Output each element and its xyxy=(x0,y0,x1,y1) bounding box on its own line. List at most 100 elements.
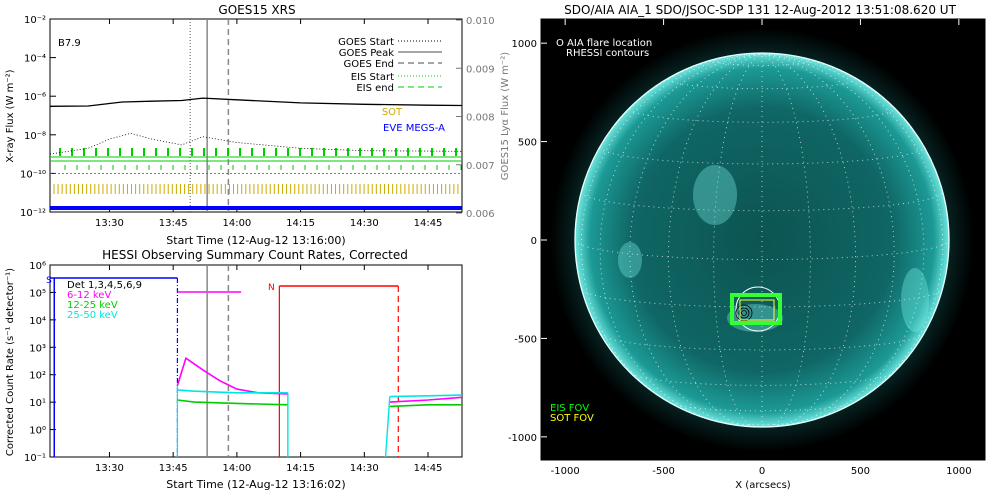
hessi-y-axis-label: Corrected Count Rate (s⁻¹ detector⁻¹) xyxy=(5,268,16,456)
goes-title: GOES15 XRS xyxy=(218,3,295,17)
hessi-6-12kev-line xyxy=(389,396,463,403)
aia-x-tick-label: 0 xyxy=(759,466,765,477)
goes-class-label: B7.9 xyxy=(58,38,81,49)
rhessi-contour xyxy=(738,307,750,319)
hessi-legend-label: Det 1,3,4,5,6,9 xyxy=(67,280,142,291)
hessi-x-tick-label: 13:30 xyxy=(95,463,124,474)
grid-parallel xyxy=(668,78,856,90)
goes-x-tick-label: 13:30 xyxy=(95,218,124,229)
aia-image-panel: SDO/AIA AIA_1 SDO/JSOC-SDP 131 12-Aug-20… xyxy=(508,3,986,491)
goes-data xyxy=(49,19,463,212)
goes-short-channel-line xyxy=(49,132,463,155)
hessi-legend-label: 12-25 keV xyxy=(67,300,118,311)
goes-y-right-tick-label: 0.007 xyxy=(466,161,495,172)
hessi-panel: HESSI Observing Summary Count Rates, Cor… xyxy=(5,248,463,491)
hessi-12-25kev-line xyxy=(177,399,288,406)
hessi-y-tick-label: 10¹ xyxy=(29,398,46,409)
hessi-legend-label: 6-12 keV xyxy=(67,290,111,301)
aia-axis-ticks: -1000 -500 0 500 1000 1000 500 0 -500 -1000 xyxy=(508,19,972,477)
hessi-6-12kev-line xyxy=(176,356,288,395)
solar-disk xyxy=(575,53,949,427)
aia-title: SDO/AIA AIA_1 SDO/JSOC-SDP 131 12-Aug-20… xyxy=(564,3,956,17)
goes-legend-label: GOES Start xyxy=(338,37,394,48)
goes-legend-label: EIS Start xyxy=(351,72,394,83)
hessi-x-tick-label: 14:00 xyxy=(222,463,251,474)
goes-x-tick-label: 14:30 xyxy=(350,218,379,229)
goes-xrs-panel: GOES15 XRS 13:30 13:45 14:00 14:15 14:30 14:4… xyxy=(5,3,511,247)
grid-parallel xyxy=(670,402,854,412)
hessi-x-tick-label: 13:45 xyxy=(159,463,188,474)
goes-legend-label: SOT xyxy=(382,107,403,118)
rhessi-contour xyxy=(741,310,747,316)
grid-parallel xyxy=(580,191,944,212)
goes-y-tick-label: 10⁻⁶ xyxy=(24,92,46,103)
hessi-12-25kev-line xyxy=(389,403,462,408)
hessi-flag-n: N xyxy=(268,283,275,293)
hessi-x-ticks: 13:30 13:45 14:00 14:15 14:30 14:45 xyxy=(95,265,442,474)
aia-x-tick-label: -500 xyxy=(652,466,675,477)
hessi-y-tick-label: 10⁵ xyxy=(29,288,46,299)
hessi-25-50kev-line xyxy=(177,389,288,394)
flare-location xyxy=(730,286,782,332)
hessi-title: HESSI Observing Summary Count Rates, Cor… xyxy=(102,248,408,262)
grid-parallel xyxy=(599,146,925,165)
hessi-25-50kev-rise xyxy=(384,396,391,458)
aia-x-tick-label: -1000 xyxy=(551,466,580,477)
aia-legend-eis-fov: EIS FOV xyxy=(550,403,589,414)
aia-legend-flare-location: O AIA flare location xyxy=(556,38,652,49)
hessi-y-ticks: 10⁶ 10⁵ 10⁴ 10³ 10² 10¹ 10⁰ 10⁻¹ xyxy=(24,261,56,464)
goes-y-right-tick-label: 0.008 xyxy=(466,113,495,124)
goes-y-tick-label: 10⁻⁴ xyxy=(24,54,46,65)
goes-x-axis-label: Start Time (12-Aug-12 13:16:00) xyxy=(166,234,345,247)
hessi-x-axis-label: Start Time (12-Aug-12 13:16:02) xyxy=(166,478,345,491)
aia-y-tick-label: -500 xyxy=(514,334,537,345)
goes-y-right-axis-label: GOES15 Lyα Flux (W m⁻²) xyxy=(500,52,511,180)
goes-y-tick-label: 10⁻¹⁰ xyxy=(20,169,46,180)
goes-y-right-tick-label: 0.010 xyxy=(466,16,495,27)
hessi-x-tick-label: 14:15 xyxy=(286,463,315,474)
goes-y-axis-label: X-ray Flux (W m⁻²) xyxy=(5,69,16,162)
hessi-25-50kev-line xyxy=(389,394,463,398)
goes-x-tick-label: 14:00 xyxy=(222,218,251,229)
aia-y-tick-label: 0 xyxy=(531,236,537,247)
hessi-x-tick-label: 14:30 xyxy=(350,463,379,474)
goes-legend-label: EIS end xyxy=(356,83,394,94)
aia-legend-rhessi-contours: RHESSI contours xyxy=(566,48,649,59)
hessi-y-tick-label: 10⁶ xyxy=(29,261,46,272)
goes-x-tick-label: 13:45 xyxy=(159,218,188,229)
goes-plot-frame xyxy=(49,18,463,213)
eis-fov-box xyxy=(730,293,782,325)
aia-y-tick-label: -1000 xyxy=(508,433,537,444)
grid-parallel xyxy=(574,239,950,260)
grid-parallel xyxy=(717,421,807,426)
hessi-y-tick-label: 10⁰ xyxy=(29,426,46,437)
hessi-plot-frame xyxy=(49,264,463,458)
goes-long-channel-line xyxy=(49,97,463,107)
goes-y-tick-label: 10⁻⁸ xyxy=(24,131,46,142)
goes-legend-label: GOES End xyxy=(344,59,394,70)
hessi-legend-label: 25-50 keV xyxy=(67,310,118,321)
goes-y-ticks: 10⁻² 10⁻⁴ 10⁻⁶ 10⁻⁸ 10⁻¹⁰ 10⁻¹² xyxy=(20,15,56,219)
hessi-y-tick-label: 10³ xyxy=(29,343,46,354)
goes-y-tick-label: 10⁻¹² xyxy=(20,208,46,219)
aia-y-tick-label: 1000 xyxy=(512,39,537,50)
hessi-data: SN xyxy=(46,265,463,458)
hessi-y-tick-label: 10⁻¹ xyxy=(24,453,46,464)
aia-x-tick-label: 500 xyxy=(851,466,870,477)
goes-x-tick-label: 14:45 xyxy=(414,218,443,229)
hessi-flag-s: S xyxy=(46,276,52,286)
heliographic-grid xyxy=(574,53,950,428)
goes-y-tick-label: 10⁻² xyxy=(24,15,46,26)
sot-fov-box xyxy=(739,299,775,321)
goes-legend-label: GOES Peak xyxy=(339,48,394,59)
goes-y-right-tick-label: 0.006 xyxy=(466,209,495,220)
hessi-x-tick-label: 14:45 xyxy=(414,463,443,474)
aia-y-tick-label: 500 xyxy=(518,138,537,149)
goes-y-right-ticks: 0.010 0.009 0.008 0.007 0.006 xyxy=(456,16,495,220)
hessi-y-tick-label: 10² xyxy=(29,371,46,382)
aia-x-axis-label: X (arcsecs) xyxy=(735,480,791,491)
goes-legend-label: EVE MEGS-A xyxy=(383,123,445,134)
